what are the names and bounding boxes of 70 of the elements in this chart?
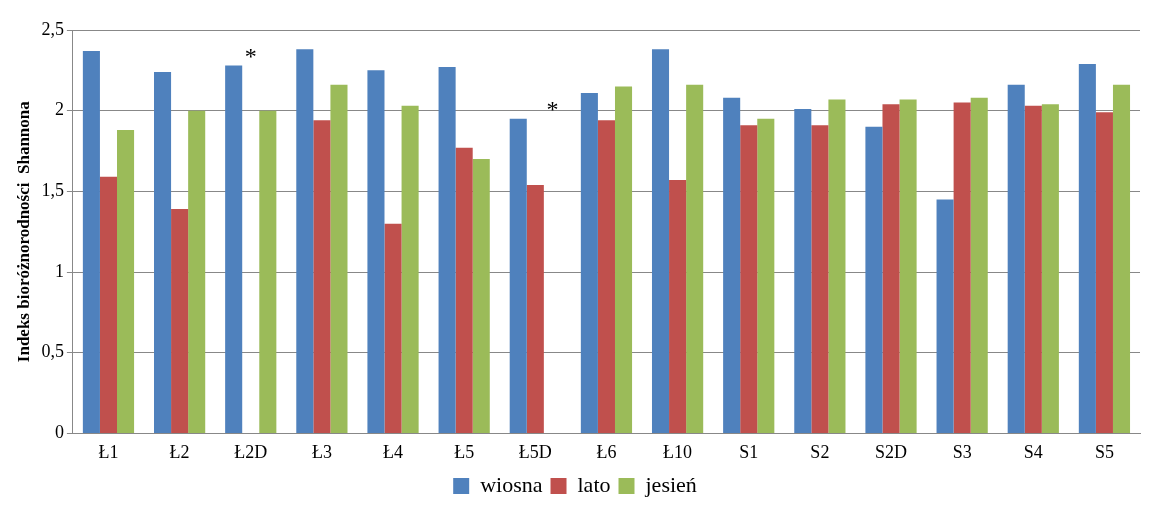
bar xyxy=(367,70,385,433)
bar xyxy=(953,102,971,433)
x-tick-label: Ł5D xyxy=(518,441,552,462)
bar xyxy=(1078,63,1096,433)
bar xyxy=(669,180,687,433)
x-tick-label: S1 xyxy=(739,441,759,462)
bar xyxy=(99,176,118,433)
x-tick-label: S3 xyxy=(952,441,972,462)
bar xyxy=(225,65,243,433)
bar xyxy=(455,147,473,433)
legend-label: jesień xyxy=(644,471,697,497)
y-tick-label: 2 xyxy=(54,99,64,120)
annotation: * xyxy=(244,42,257,69)
x-tick-label: S2D xyxy=(875,441,908,462)
x-tick-label: Ł4 xyxy=(383,441,404,462)
x-tick-label: S4 xyxy=(1023,441,1043,462)
bar xyxy=(757,118,775,433)
bar xyxy=(740,125,758,433)
bar xyxy=(936,199,954,433)
bar xyxy=(509,118,527,433)
bar xyxy=(384,223,402,433)
y-tick-label: 2,5 xyxy=(41,18,64,39)
bar xyxy=(580,92,598,433)
bar xyxy=(865,126,883,433)
bar xyxy=(296,49,314,433)
x-tick-label: Ł6 xyxy=(596,441,617,462)
x-tick-label: Ł2D xyxy=(234,441,268,462)
bar xyxy=(1112,84,1131,433)
bar xyxy=(597,120,615,433)
bar xyxy=(401,105,419,433)
bar xyxy=(723,97,741,433)
bar xyxy=(313,120,331,433)
annotation: * xyxy=(546,96,559,123)
bar xyxy=(1095,112,1113,433)
legend-label: lato xyxy=(577,471,611,497)
bar xyxy=(614,86,633,433)
bar xyxy=(438,67,456,433)
bar xyxy=(526,184,544,433)
bar xyxy=(686,84,704,433)
bar xyxy=(794,109,812,433)
bar xyxy=(811,125,829,433)
y-axis-title: Indeks bioróżnorodności Shannona xyxy=(13,100,33,363)
bar xyxy=(651,49,670,433)
legend-label: wiosna xyxy=(480,471,543,497)
x-tick-label: Ł1 xyxy=(98,441,119,462)
bar xyxy=(1007,84,1025,433)
bar xyxy=(330,84,348,433)
y-tick-label: 1 xyxy=(54,260,64,281)
bar xyxy=(259,110,277,433)
bar xyxy=(82,50,100,433)
x-tick-label: Ł2 xyxy=(169,441,190,462)
x-tick-label: Ł3 xyxy=(311,441,332,462)
bar xyxy=(154,71,172,433)
y-tick-label: 1,5 xyxy=(41,180,64,201)
bar xyxy=(882,104,900,433)
bar xyxy=(117,130,135,433)
bar xyxy=(171,209,189,433)
y-tick-label: 0,5 xyxy=(41,341,64,362)
y-tick-label: 0 xyxy=(54,422,64,443)
bar xyxy=(188,110,206,433)
x-tick-label: Ł10 xyxy=(663,441,693,462)
x-tick-label: S2 xyxy=(810,441,830,462)
bar xyxy=(1024,105,1042,433)
bar xyxy=(472,159,490,433)
x-tick-label: Ł5 xyxy=(454,441,475,462)
bar xyxy=(1041,104,1059,433)
bar xyxy=(828,99,846,433)
bar xyxy=(899,99,917,433)
x-tick-label: S5 xyxy=(1094,441,1114,462)
bar xyxy=(970,97,988,433)
